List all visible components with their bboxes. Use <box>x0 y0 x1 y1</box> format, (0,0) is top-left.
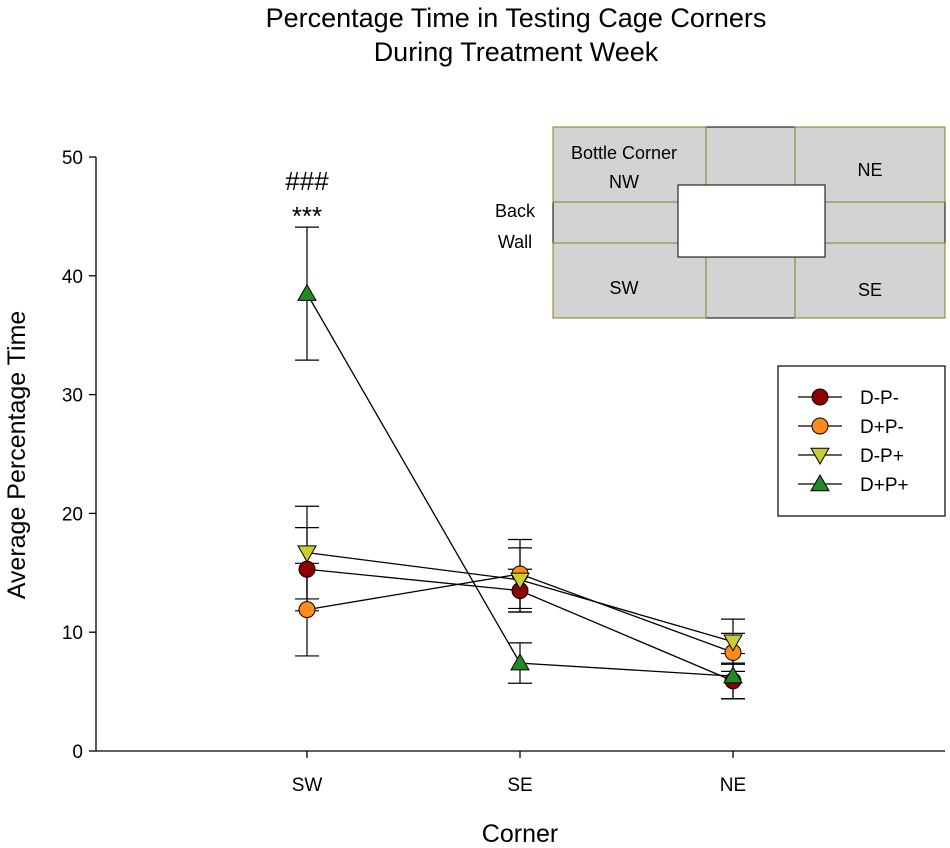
ne-label: NE <box>857 160 882 180</box>
data-point-dpluspminus <box>298 601 316 619</box>
legend-marker-dpluspminus <box>811 417 829 435</box>
legend-label-dminuspminus: D-P- <box>860 388 899 409</box>
x-tick-label: NE <box>720 775 746 796</box>
data-point-dminuspplus <box>297 545 317 563</box>
markers <box>297 283 743 690</box>
legend-marker-dminuspminus <box>811 388 829 406</box>
data-point-dminuspplus <box>723 634 743 652</box>
legend-label-dminuspplus: D-P+ <box>860 446 904 467</box>
y-ticks: 0 10 20 30 40 50 <box>62 148 96 763</box>
nw-label: NW <box>609 172 639 192</box>
series-lines <box>306 293 734 682</box>
data-point-dminuspminus <box>298 560 316 578</box>
data-point-dpluspplus <box>297 283 317 301</box>
series-line-dpluspplus <box>306 293 734 677</box>
legend-marker-dpluspplus <box>810 473 830 492</box>
y-tick-label: 40 <box>62 267 83 288</box>
y-axis-label: Average Percentage Time <box>3 311 31 600</box>
y-tick-label: 20 <box>62 504 83 525</box>
x-tick-label: SE <box>507 775 532 796</box>
x-ticks: SW SE NE <box>292 751 746 796</box>
chart-title-line-1: Percentage Time in Testing Cage Corners <box>266 3 767 33</box>
se-label: SE <box>858 280 882 300</box>
data-point-dminuspplus <box>510 572 530 590</box>
legend: D-P- D+P- D-P+ D+P+ <box>777 365 946 517</box>
bottle-corner-label: Bottle Corner <box>571 143 677 163</box>
back-wall-label-line-1: Back <box>495 201 536 221</box>
back-wall-label-line-2: Wall <box>498 232 532 252</box>
chart-title-line-2: During Treatment Week <box>374 37 659 67</box>
y-tick-label: 50 <box>62 148 83 169</box>
cage-center-box <box>677 184 826 258</box>
legend-marker-dminuspplus <box>810 447 830 466</box>
x-axis-label: Corner <box>482 820 558 848</box>
y-tick-label: 10 <box>62 623 83 644</box>
cage-diagram: Bottle Corner NW NE SW SE Back Wall <box>495 126 946 319</box>
legend-label-dpluspplus: D+P+ <box>860 475 909 496</box>
significance-annotation-stars: *** <box>292 201 322 231</box>
y-tick-label: 0 <box>72 742 83 763</box>
y-tick-label: 30 <box>62 386 83 407</box>
data-point-dpluspplus <box>723 666 743 684</box>
x-tick-label: SW <box>292 775 323 796</box>
legend-label-dpluspminus: D+P- <box>860 417 904 438</box>
sw-label: SW <box>610 278 639 298</box>
significance-annotation-hash: ### <box>285 166 329 196</box>
data-point-dpluspplus <box>510 653 530 671</box>
legend-box <box>777 365 946 517</box>
